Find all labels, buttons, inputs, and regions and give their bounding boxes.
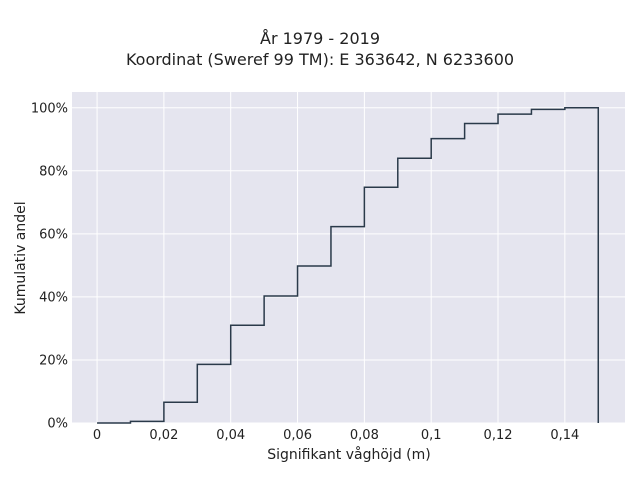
- y-tick-label: 80%: [39, 164, 68, 179]
- chart-subtitle: Koordinat (Sweref 99 TM): E 363642, N 62…: [125, 50, 515, 69]
- x-tick-label: 0,02: [149, 428, 178, 443]
- plot-background: [72, 92, 625, 423]
- chart-title: År 1979 - 2019: [260, 29, 380, 48]
- x-tick-label: 0,08: [350, 428, 379, 443]
- y-axis-label: Kumulativ andel: [13, 201, 29, 315]
- series-step-line: [97, 107, 600, 424]
- y-tick-label: 40%: [39, 290, 68, 305]
- x-tick-label: 0,06: [283, 428, 312, 443]
- y-tick-label: 60%: [39, 227, 68, 242]
- x-tick-label: 0,04: [216, 428, 245, 443]
- x-tick-label: 0,1: [421, 428, 442, 443]
- y-tick-label: 100%: [31, 101, 68, 116]
- y-tick-label: 20%: [39, 353, 68, 368]
- y-tick-label: 0%: [47, 417, 68, 432]
- x-axis-label: Signifikant våghöjd (m): [267, 447, 431, 463]
- x-tick-label: 0: [93, 428, 101, 443]
- x-tick-label: 0,12: [484, 428, 513, 443]
- x-tick-label: 0,14: [550, 428, 579, 443]
